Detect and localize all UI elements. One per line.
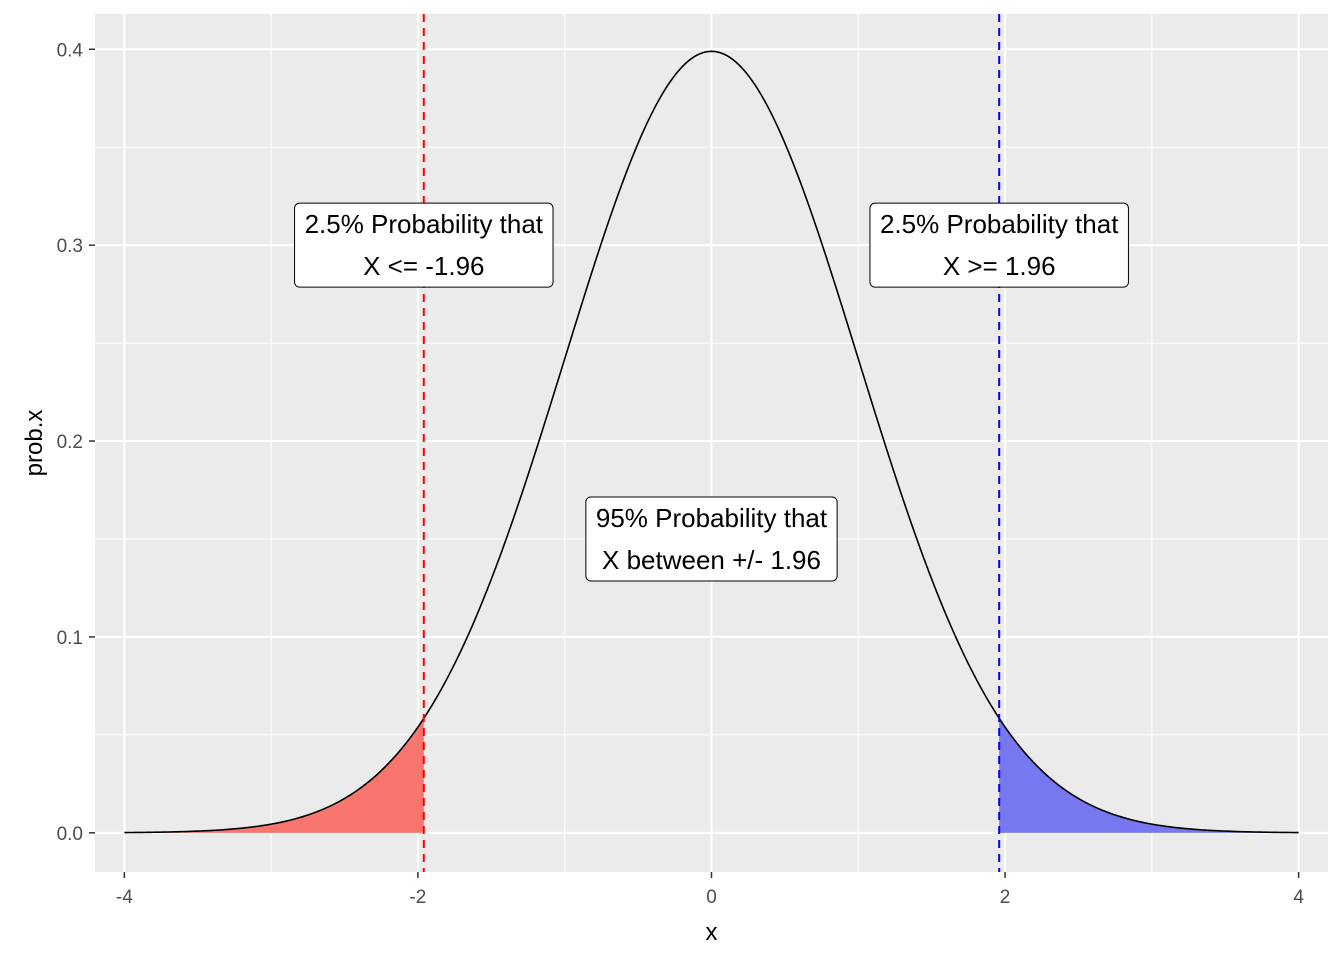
annotation-line: X <= -1.96 <box>363 251 484 281</box>
annotation-box <box>585 496 838 582</box>
x-axis-title: x <box>706 919 718 946</box>
x-tick-label: 2 <box>1000 887 1011 908</box>
x-tick-label: -2 <box>409 887 426 908</box>
y-tick-label: 0.2 <box>57 432 83 453</box>
y-axis-title: prob.x <box>21 410 48 477</box>
density-curve <box>124 50 1299 834</box>
y-tick-label: 0.0 <box>57 824 83 845</box>
y-tick-label: 0.1 <box>57 628 83 649</box>
x-axis: -4 -2 0 2 4 <box>116 872 1304 908</box>
annotation-box <box>869 202 1129 288</box>
y-tick-label: 0.3 <box>57 236 83 257</box>
x-tick-label: 0 <box>706 887 717 908</box>
shaded-tails <box>124 718 1299 833</box>
x-tick-label: 4 <box>1293 887 1304 908</box>
annotation-line: 95% Probability that <box>596 503 828 533</box>
y-tick-label: 0.4 <box>57 40 84 61</box>
right-tail-area <box>999 718 1299 833</box>
density-curve-layer <box>124 50 1299 834</box>
left-tail-area <box>124 718 424 833</box>
annotation-box <box>294 202 554 288</box>
right-tail-label: 2.5% Probability that X >= 1.96 <box>869 202 1129 288</box>
left-tail-label: 2.5% Probability that X <= -1.96 <box>294 202 554 288</box>
critical-value-lines <box>422 14 1001 872</box>
center-label: 95% Probability that X between +/- 1.96 <box>585 496 838 582</box>
annotation-line: 2.5% Probability that <box>880 209 1119 239</box>
x-tick-label: -4 <box>116 887 133 908</box>
annotation-line: 2.5% Probability that <box>305 209 544 239</box>
annotation-line: X >= 1.96 <box>943 251 1056 281</box>
annotation-line: X between +/- 1.96 <box>602 545 821 575</box>
y-axis: 0.0 0.1 0.2 0.3 0.4 <box>57 40 95 845</box>
